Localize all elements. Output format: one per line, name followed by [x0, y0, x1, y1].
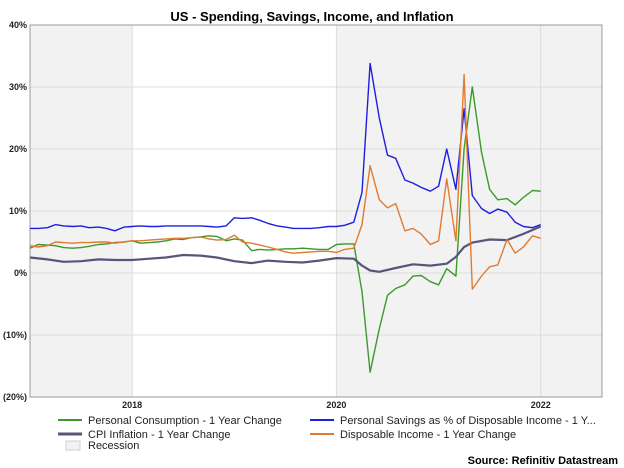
chart-title: US - Spending, Savings, Income, and Infl… — [170, 9, 453, 24]
legend-label-3: Disposable Income - 1 Year Change — [340, 429, 516, 441]
y-tick-label: 20% — [9, 144, 27, 154]
x-tick-label: 2020 — [326, 400, 346, 410]
y-tick-label: (10%) — [3, 330, 27, 340]
series-line-3 — [29, 73, 541, 290]
y-tick-label: 10% — [9, 206, 27, 216]
series-line-1 — [30, 62, 541, 232]
x-axis-ticks: 2018 2020 2022 — [122, 400, 551, 410]
y-tick-label: 0% — [14, 268, 27, 278]
y-tick-label: (20%) — [3, 392, 27, 402]
source-note: Source: Refinitiv Datastream — [468, 455, 619, 467]
x-tick-label: 2018 — [122, 400, 142, 410]
legend-label-0: Personal Consumption - 1 Year Change — [88, 415, 282, 427]
legend-label-1: Personal Savings as % of Disposable Inco… — [340, 415, 596, 427]
series-lines — [29, 62, 542, 373]
plot-frame — [29, 24, 603, 398]
x-tick-label: 2022 — [531, 400, 551, 410]
legend: Personal Consumption - 1 Year Change Pers… — [58, 415, 596, 452]
legend-label-recession: Recession — [88, 440, 139, 452]
y-tick-label: 40% — [9, 20, 27, 30]
legend-label-2: CPI Inflation - 1 Year Change — [88, 429, 230, 441]
y-axis-ticks: 40% 30% 20% 10% 0% (10%) (20%) — [3, 20, 27, 402]
legend-swatch-recession — [65, 440, 81, 451]
series-line-2 — [29, 225, 542, 273]
y-tick-label: 30% — [9, 82, 27, 92]
